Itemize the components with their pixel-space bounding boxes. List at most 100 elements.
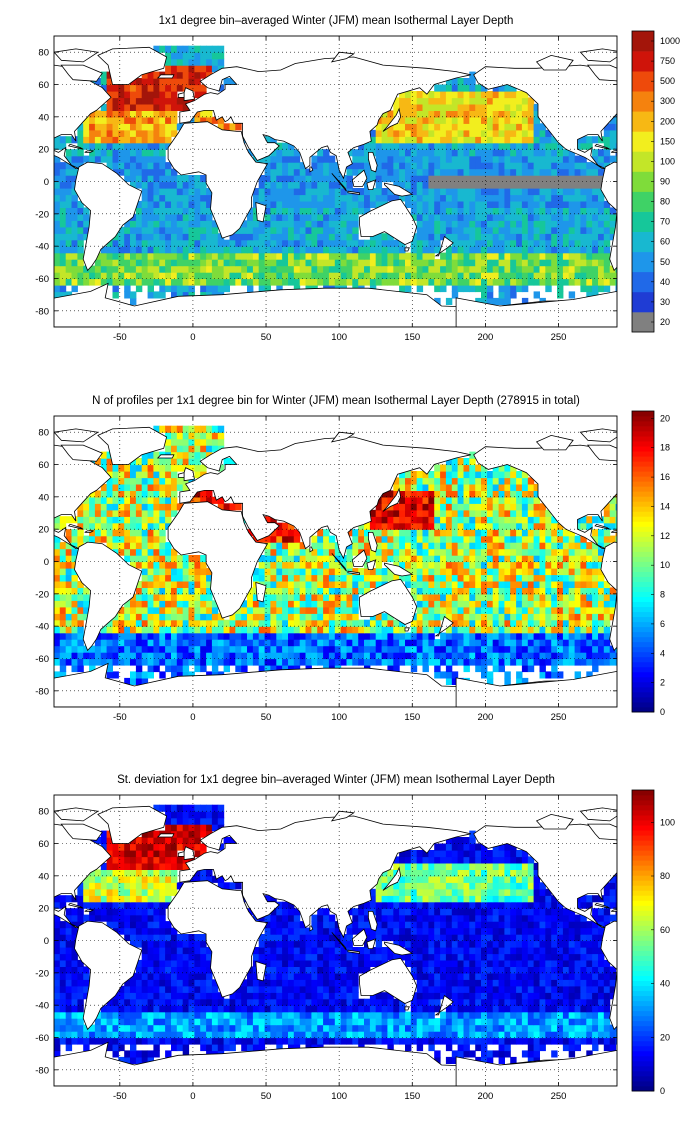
- heatmap-cell: [293, 561, 301, 569]
- heatmap-cell: [475, 97, 482, 105]
- heatmap-cell: [194, 580, 201, 588]
- heatmap-cell: [481, 188, 488, 196]
- heatmap-cell: [270, 252, 277, 260]
- heatmap-cell: [276, 188, 283, 196]
- heatmap-cell: [159, 574, 166, 582]
- heatmap-cell: [410, 110, 418, 118]
- heatmap-cell: [405, 194, 412, 202]
- heatmap-cell: [551, 606, 558, 614]
- heatmap-cell: [527, 213, 535, 221]
- heatmap-cell: [311, 574, 318, 582]
- heatmap-cell: [124, 278, 131, 286]
- heatmap-cell: [176, 52, 184, 60]
- heatmap-cell: [562, 600, 570, 608]
- heatmap-cell: [527, 490, 535, 498]
- heatmap-cell: [393, 142, 400, 150]
- heatmap-cell: [463, 477, 470, 485]
- heatmap-cell: [562, 555, 570, 563]
- heatmap-cell: [592, 529, 599, 537]
- heatmap-cell: [270, 587, 277, 595]
- heatmap-cell: [539, 252, 546, 260]
- heatmap-cell: [533, 483, 540, 491]
- colorbar-segment: [632, 696, 654, 703]
- heatmap-cell: [481, 632, 488, 640]
- heatmap-cell: [492, 272, 500, 280]
- heatmap-cell: [282, 593, 289, 601]
- heatmap-cell: [270, 516, 277, 524]
- heatmap-cell: [434, 285, 441, 293]
- heatmap-cell: [229, 639, 236, 647]
- heatmap-cell: [451, 639, 459, 647]
- heatmap-cell: [387, 613, 394, 621]
- heatmap-cell: [118, 483, 125, 491]
- heatmap-cell: [282, 645, 289, 653]
- heatmap-cell: [311, 194, 318, 202]
- heatmap-cell: [416, 194, 424, 202]
- heatmap-cell: [258, 626, 266, 634]
- heatmap-cell: [147, 226, 154, 234]
- heatmap-cell: [112, 285, 119, 293]
- heatmap-cell: [469, 272, 476, 280]
- heatmap-cell: [65, 639, 73, 647]
- heatmap-cell: [141, 246, 149, 254]
- heatmap-cell: [510, 149, 517, 157]
- heatmap-cell: [89, 509, 96, 517]
- heatmap-cell: [153, 626, 160, 634]
- heatmap-cell: [492, 516, 500, 524]
- heatmap-cell: [364, 619, 371, 627]
- heatmap-cell: [188, 194, 195, 202]
- heatmap-cell: [510, 542, 517, 550]
- heatmap-cell: [469, 194, 476, 202]
- heatmap-cell: [188, 188, 195, 196]
- heatmap-cell: [481, 239, 488, 247]
- heatmap-cell: [381, 194, 388, 202]
- heatmap-cell: [375, 542, 383, 550]
- heatmap-cell: [445, 129, 453, 137]
- heatmap-cell: [200, 84, 207, 92]
- heatmap-cell: [165, 129, 172, 137]
- heatmap-cell: [334, 632, 342, 640]
- heatmap-cell: [557, 291, 564, 299]
- heatmap-cell: [580, 645, 587, 653]
- heatmap-cell: [176, 71, 184, 79]
- heatmap-cell: [264, 259, 271, 267]
- heatmap-cell: [282, 181, 289, 189]
- heatmap-cell: [83, 503, 90, 511]
- heatmap-cell: [159, 561, 166, 569]
- heatmap-cell: [510, 285, 517, 293]
- heatmap-cell: [270, 593, 277, 601]
- heatmap-cell: [323, 535, 330, 543]
- heatmap-cell: [504, 110, 511, 118]
- heatmap-cell: [171, 652, 178, 660]
- heatmap-cell: [165, 142, 172, 150]
- heatmap-cell: [598, 593, 605, 601]
- heatmap-cell: [194, 52, 201, 60]
- heatmap-cell: [206, 110, 213, 118]
- heatmap-cell: [153, 464, 160, 472]
- heatmap-cell: [124, 490, 131, 498]
- heatmap-cell: [299, 200, 307, 208]
- landmass: [382, 107, 402, 132]
- heatmap-cell: [598, 259, 605, 267]
- heatmap-cell: [516, 136, 523, 144]
- heatmap-cell: [182, 285, 190, 293]
- heatmap-cell: [241, 652, 248, 660]
- heatmap-cell: [603, 200, 611, 208]
- heatmap-cell: [211, 600, 219, 608]
- heatmap-cell: [364, 580, 371, 588]
- heatmap-cell: [258, 175, 266, 183]
- heatmap-cell: [521, 142, 529, 150]
- heatmap-cell: [598, 226, 605, 234]
- heatmap-cell: [112, 142, 119, 150]
- heatmap-cell: [282, 587, 289, 595]
- heatmap-cell: [328, 619, 336, 627]
- heatmap-cell: [516, 574, 523, 582]
- heatmap-cell: [118, 226, 125, 234]
- heatmap-cell: [445, 555, 453, 563]
- heatmap-cell: [434, 168, 441, 176]
- heatmap-cell: [247, 246, 254, 254]
- heatmap-cell: [457, 226, 464, 234]
- heatmap-cell: [65, 233, 73, 241]
- heatmap-cell: [527, 658, 535, 666]
- heatmap-cell: [264, 265, 271, 273]
